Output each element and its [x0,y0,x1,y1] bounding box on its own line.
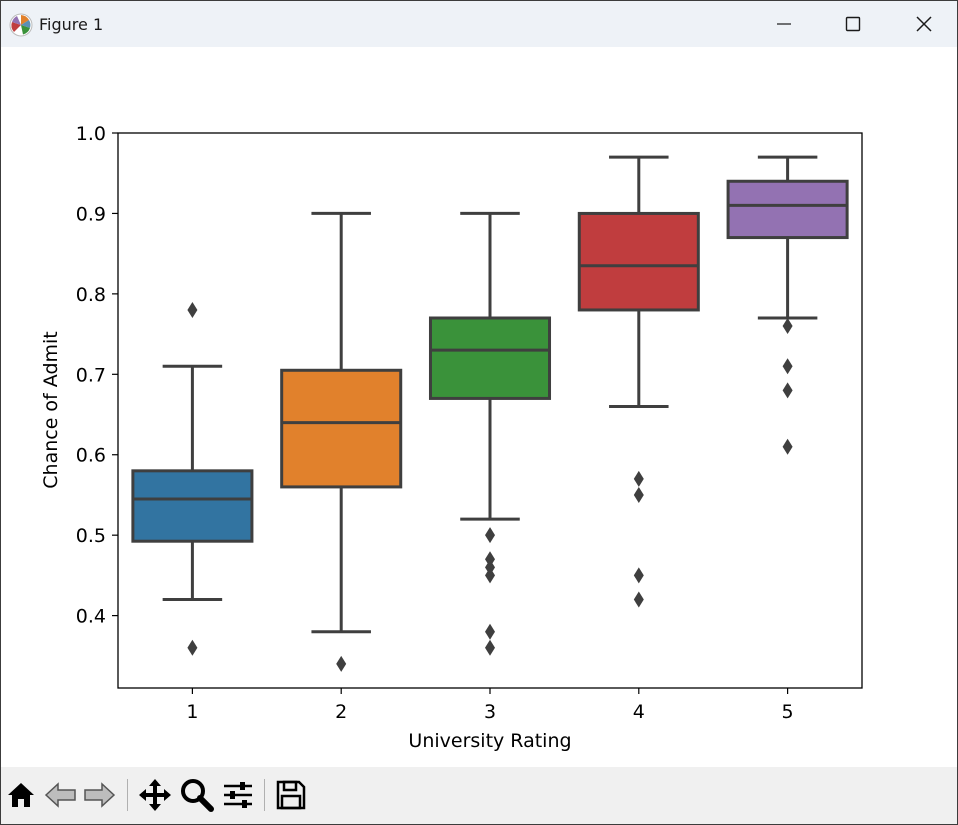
minimize-icon [777,23,791,25]
matplotlib-logo-icon [9,13,33,37]
y-tick-label: 0.4 [76,606,106,628]
box-group-2 [280,211,403,672]
home-icon [8,783,34,807]
x-tick-label: 1 [186,701,198,723]
forward-button[interactable] [81,777,117,813]
outlier-point [633,486,644,503]
x-tick-label: 3 [484,701,496,723]
y-tick-label: 0.7 [76,364,106,386]
close-icon [916,16,932,32]
y-tick-label: 0.9 [76,203,106,225]
y-tick-label: 1.0 [76,123,106,145]
toolbar-separator [264,779,265,811]
outlier-point [485,623,495,640]
y-tick-label: 0.8 [76,284,106,306]
pan-button[interactable] [137,777,173,813]
box-group-1 [131,301,254,656]
navigation-toolbar [1,767,957,824]
box-iqr [726,179,849,240]
outlier-point [633,591,644,608]
figure-canvas[interactable]: 0.4 0.5 0.6 0.7 0.8 0.9 1.0 1 2 3 4 5 University Ra… [1,47,957,767]
x-axis-label: University Rating [408,730,571,752]
outlier-point [485,559,495,576]
ticks-layer: 0.4 0.5 0.6 0.7 0.8 0.9 1.0 1 2 3 4 5 [76,123,794,723]
box-group-5 [726,155,849,455]
outlier-point [187,639,198,656]
outlier-point [485,567,495,584]
box-group-3 [428,211,552,656]
save-button[interactable] [273,777,309,813]
box-iqr [428,316,552,400]
forward-icon [84,782,116,808]
box-iqr [577,211,700,312]
save-icon [276,780,306,810]
outlier-point [633,470,644,487]
x-tick-label: 4 [633,701,645,723]
close-button[interactable] [893,1,955,47]
outlier-point [782,438,793,455]
pan-icon [139,779,171,811]
maximize-icon [845,16,861,32]
maximize-button[interactable] [822,1,884,47]
outlier-point [633,567,644,584]
outlier-point [187,301,198,318]
zoom-icon [181,779,214,812]
boxplot-chart: 0.4 0.5 0.6 0.7 0.8 0.9 1.0 1 2 3 4 5 University Ra… [40,123,863,752]
x-tick-label: 2 [335,701,347,723]
home-button[interactable] [3,777,39,813]
window-title: Figure 1 [39,15,104,34]
y-tick-label: 0.6 [76,445,106,467]
configure-subplots-button[interactable] [220,777,256,813]
outlier-point [336,655,347,672]
back-icon [44,782,76,808]
zoom-button[interactable] [179,777,215,813]
x-tick-label: 5 [782,701,794,723]
minimize-button[interactable] [753,1,815,47]
back-button[interactable] [43,777,79,813]
outlier-point [782,318,793,335]
configure-subplots-icon [224,782,252,808]
boxes-layer [131,155,849,672]
box-iqr [131,469,254,543]
outlier-point [782,382,793,399]
outlier-point [782,358,793,375]
outlier-point [485,551,495,568]
box-iqr [280,368,403,489]
outlier-point [485,527,495,544]
y-axis-label: Chance of Admit [40,331,62,488]
title-bar: Figure 1 [1,1,957,47]
box-group-4 [577,155,700,608]
outlier-point [485,639,495,656]
y-tick-label: 0.5 [76,525,106,547]
toolbar-separator [127,779,128,811]
